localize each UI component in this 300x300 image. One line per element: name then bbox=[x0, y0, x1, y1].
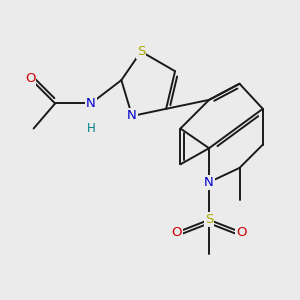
Text: N: N bbox=[127, 110, 137, 122]
Text: S: S bbox=[137, 45, 145, 58]
Text: S: S bbox=[205, 213, 213, 226]
Text: O: O bbox=[236, 226, 247, 239]
Text: H: H bbox=[86, 122, 95, 135]
Text: O: O bbox=[172, 226, 182, 239]
Text: N: N bbox=[86, 97, 96, 110]
Text: O: O bbox=[25, 72, 35, 85]
Text: N: N bbox=[204, 176, 214, 189]
